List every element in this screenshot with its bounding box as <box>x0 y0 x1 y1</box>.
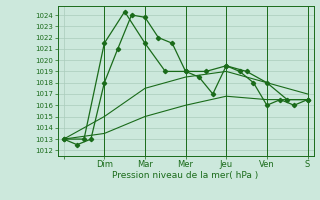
X-axis label: Pression niveau de la mer( hPa ): Pression niveau de la mer( hPa ) <box>112 171 259 180</box>
